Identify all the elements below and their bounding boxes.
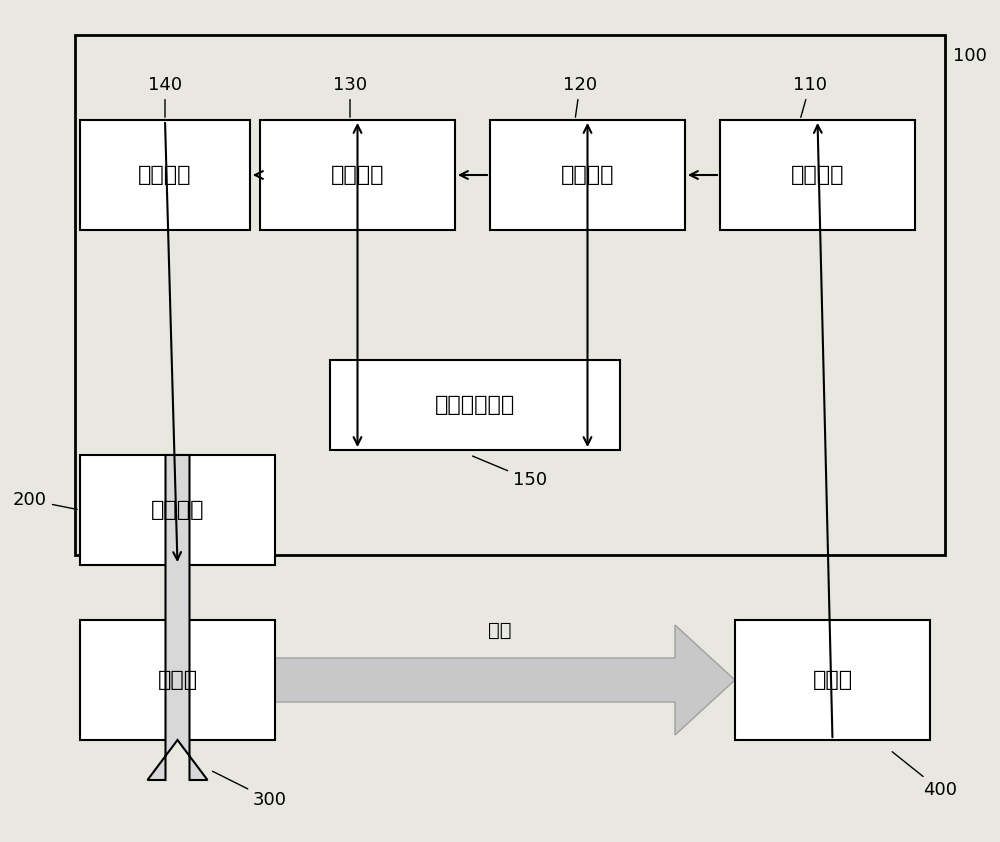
Text: 计算单元: 计算单元 <box>561 165 614 185</box>
Text: 薄膜: 薄膜 <box>488 621 512 640</box>
Bar <box>735 620 930 740</box>
Polygon shape <box>148 455 208 780</box>
Text: 110: 110 <box>793 76 827 117</box>
Text: 300: 300 <box>212 771 287 809</box>
Text: 150: 150 <box>473 456 547 489</box>
Bar <box>260 120 455 230</box>
Bar <box>330 360 620 450</box>
Text: 数据存储单元: 数据存储单元 <box>435 395 515 415</box>
Text: 采集单元: 采集单元 <box>791 165 844 185</box>
Text: 100: 100 <box>953 47 987 65</box>
Text: 挠出机: 挠出机 <box>157 670 198 690</box>
Text: 执行机构: 执行机构 <box>151 500 204 520</box>
Text: 200: 200 <box>13 491 77 509</box>
Bar <box>490 120 685 230</box>
Bar <box>75 35 945 555</box>
Text: 400: 400 <box>892 752 957 799</box>
Text: 120: 120 <box>563 76 597 117</box>
Bar <box>80 455 275 565</box>
Text: 调节单元: 调节单元 <box>138 165 192 185</box>
Text: 判识单元: 判识单元 <box>331 165 384 185</box>
Text: 140: 140 <box>148 76 182 117</box>
Bar <box>80 120 250 230</box>
Bar <box>720 120 915 230</box>
Text: 測厚仪: 測厚仪 <box>812 670 853 690</box>
Bar <box>80 620 275 740</box>
Polygon shape <box>275 625 735 735</box>
Text: 130: 130 <box>333 76 367 117</box>
